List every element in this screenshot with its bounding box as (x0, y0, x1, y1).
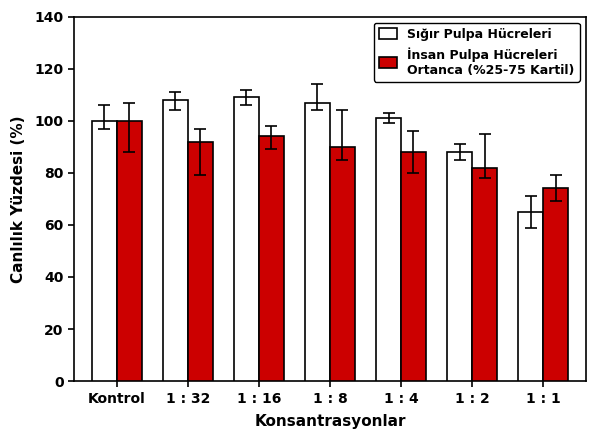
Bar (543, 188, 568, 381)
Bar (376, 118, 401, 381)
Bar (330, 147, 355, 381)
Bar (92, 121, 116, 381)
Bar (187, 142, 213, 381)
Bar (116, 121, 141, 381)
Y-axis label: Canlılık Yüzdesi (%): Canlılık Yüzdesi (%) (11, 115, 26, 282)
Bar (401, 152, 426, 381)
Bar (518, 212, 543, 381)
Bar (163, 100, 187, 381)
Bar (472, 168, 497, 381)
Bar (259, 136, 284, 381)
Bar (305, 103, 330, 381)
Legend: Sığır Pulpa Hücreleri, İnsan Pulpa Hücreleri
Ortanca (%25-75 Kartil): Sığır Pulpa Hücreleri, İnsan Pulpa Hücre… (374, 23, 580, 82)
X-axis label: Konsantrasyonlar: Konsantrasyonlar (254, 414, 406, 429)
Bar (234, 97, 259, 381)
Bar (447, 152, 472, 381)
